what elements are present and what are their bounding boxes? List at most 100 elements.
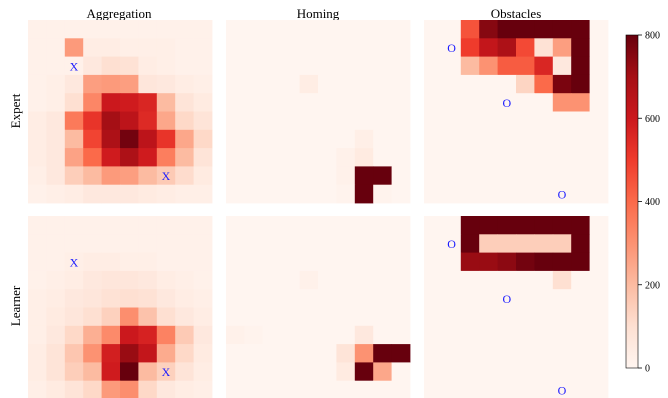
heatmap-cell <box>156 362 176 382</box>
heatmap-cell <box>175 38 194 57</box>
heatmap-cell <box>479 38 498 57</box>
heatmap-cell <box>318 252 337 272</box>
heatmap-cell <box>391 93 411 112</box>
heatmap-cell <box>226 38 245 57</box>
heatmap-cell <box>83 184 102 204</box>
heatmap-cell <box>64 216 84 235</box>
heatmap-cell <box>299 270 319 290</box>
marker-x: X <box>162 169 171 183</box>
heatmap-cell <box>46 148 66 167</box>
heatmap-cell <box>138 325 158 345</box>
heatmap-cell <box>120 148 139 167</box>
heatmap-cell <box>299 20 319 39</box>
heatmap-cell <box>336 38 356 57</box>
heatmap-cell <box>391 325 411 345</box>
heatmap-cell <box>244 38 264 57</box>
heatmap-cell <box>460 56 480 76</box>
heatmap-cell <box>424 184 443 204</box>
heatmap-cell <box>354 380 374 398</box>
colorbar: 0 200 400 600 800 <box>625 31 660 375</box>
heatmap-cell <box>64 93 84 112</box>
heatmap-cell <box>442 166 462 186</box>
heatmap-cell <box>46 380 66 398</box>
heatmap-cell <box>442 270 462 290</box>
heatmap-cell <box>175 74 194 94</box>
heatmap-cell <box>460 234 480 253</box>
panel-learner-homing <box>226 216 411 398</box>
heatmap-cell <box>175 148 194 167</box>
heatmap-cell <box>336 93 356 112</box>
heatmap-cell <box>138 216 158 235</box>
heatmap-cell <box>64 325 84 345</box>
heatmap-cell <box>83 307 102 327</box>
heatmap-cell <box>336 74 356 94</box>
heatmap-cell <box>175 289 194 308</box>
heatmap-cell <box>262 344 282 363</box>
heatmap-cell <box>552 93 572 112</box>
heatmap-cell <box>589 166 609 186</box>
heatmap-cell <box>262 20 282 39</box>
heatmap-cell <box>571 289 590 308</box>
heatmap-cell <box>479 216 498 235</box>
heatmap-cell <box>46 184 66 204</box>
heatmap-cell <box>460 74 480 94</box>
heatmap-cell <box>262 216 282 235</box>
heatmap-cell <box>479 166 498 186</box>
heatmap-cell <box>552 270 572 290</box>
heatmap-cell <box>336 216 356 235</box>
heatmap-cell <box>299 307 319 327</box>
heatmap-cell <box>28 325 47 345</box>
heatmap-cell <box>442 216 462 235</box>
heatmap-cell <box>226 289 245 308</box>
row-title-expert: Expert <box>8 93 23 128</box>
heatmap-cell <box>336 234 356 253</box>
heatmap-cell <box>226 344 245 363</box>
heatmap-cell <box>281 252 300 272</box>
heatmap-cell <box>516 270 535 290</box>
heatmap-cell <box>120 380 139 398</box>
panel-learner-aggregation: XX <box>28 216 213 398</box>
heatmap-cell <box>373 307 392 327</box>
heatmap-cell <box>336 270 356 290</box>
heatmap-cell <box>516 148 535 167</box>
heatmap-cell <box>318 216 337 235</box>
heatmap-cell <box>156 38 176 57</box>
heatmap-cell <box>318 344 337 363</box>
heatmap-cell <box>589 252 609 272</box>
heatmap-cell <box>424 111 443 131</box>
heatmap-cell <box>244 234 264 253</box>
heatmap-cell <box>479 307 498 327</box>
heatmap-cell <box>262 184 282 204</box>
heatmap-cell <box>552 216 572 235</box>
heatmap-cell <box>138 344 158 363</box>
heatmap-cell <box>534 325 554 345</box>
heatmap-cell <box>193 252 213 272</box>
heatmap-cell <box>64 344 84 363</box>
heatmap-cell <box>193 20 213 39</box>
heatmap-cell <box>318 234 337 253</box>
heatmap-cell <box>589 307 609 327</box>
heatmap-cell <box>354 325 374 345</box>
heatmap-cell <box>156 93 176 112</box>
heatmap-cell <box>28 148 47 167</box>
heatmap-cell <box>120 344 139 363</box>
heatmap-cell <box>391 234 411 253</box>
heatmap-cell <box>479 289 498 308</box>
heatmap-cell <box>281 216 300 235</box>
heatmap-cell <box>442 344 462 363</box>
heatmap-cell <box>156 129 176 149</box>
marker-o: O <box>502 292 511 306</box>
heatmap-cell <box>101 93 121 112</box>
heatmap-cell <box>497 38 517 57</box>
heatmap-cell <box>552 148 572 167</box>
heatmap-cell <box>336 111 356 131</box>
heatmap-cell <box>391 148 411 167</box>
heatmap-cell <box>193 166 213 186</box>
heatmap-cell <box>226 20 245 39</box>
heatmap-cell <box>281 74 300 94</box>
heatmap-cell <box>101 184 121 204</box>
heatmap-cell <box>571 20 590 39</box>
heatmap-cell <box>373 289 392 308</box>
heatmap-cell <box>373 184 392 204</box>
